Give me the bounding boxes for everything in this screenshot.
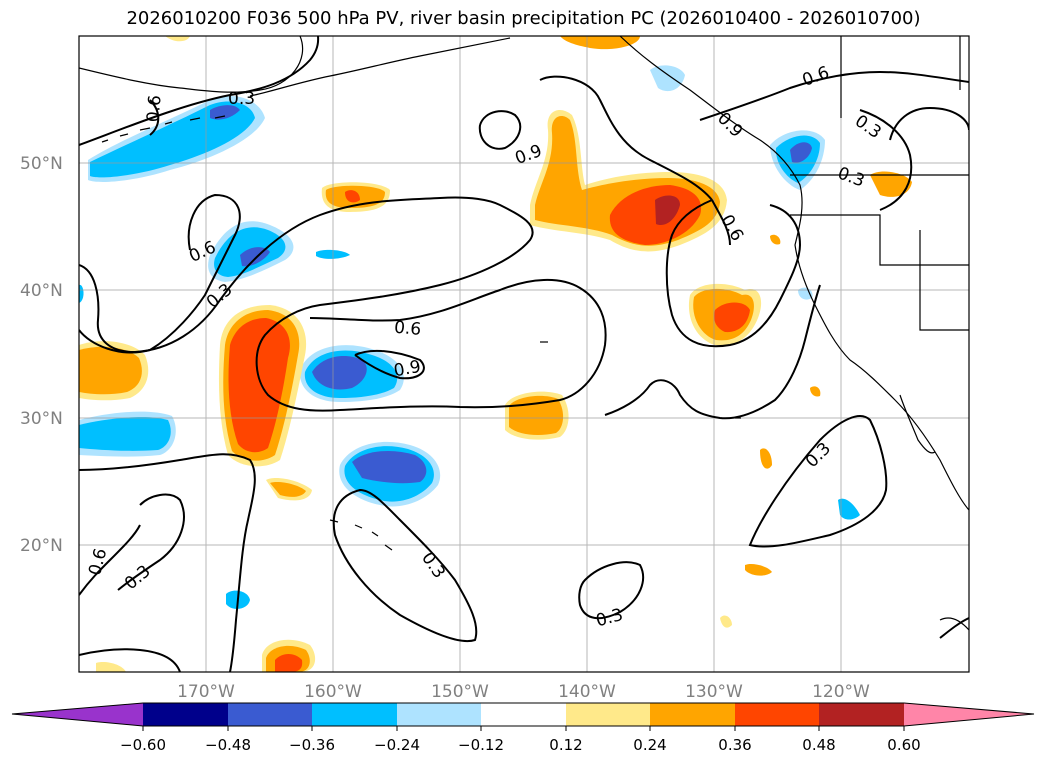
contour-03-north — [79, 36, 320, 146]
shade-aleutian — [90, 101, 255, 178]
contour-label: 0.6 — [393, 318, 422, 340]
contour-09-north — [478, 110, 522, 150]
contour-06-bottom-left — [79, 524, 181, 672]
shade-small-orange-2 — [760, 448, 772, 469]
colorbar-bin — [143, 703, 228, 726]
shade-small-orange-3 — [745, 563, 772, 576]
pv-contours — [79, 36, 969, 672]
lon-label: 120°W — [812, 682, 870, 702]
contour-06-ne — [665, 199, 802, 348]
colorbar-bin — [481, 703, 566, 726]
lon-labels: 170°W 160°W 150°W 140°W 130°W 120°W — [177, 682, 870, 702]
shade-aleutian-dark — [210, 105, 240, 120]
colorbar-tick-label: 0.60 — [887, 736, 920, 754]
contour-03-bottom-left — [117, 493, 185, 591]
shade-west-orange — [79, 346, 142, 395]
shade-top-orange2 — [165, 36, 190, 42]
shade-box-red — [345, 190, 360, 203]
lon-label: 160°W — [304, 682, 362, 702]
contour-03-bc — [859, 109, 913, 211]
shade-small-orange-1b — [270, 481, 306, 497]
colorbar-bin — [819, 703, 904, 726]
colorbar-bin — [312, 703, 397, 726]
shaded-regions — [79, 36, 912, 672]
map-frame — [78, 35, 970, 673]
colorbar-tick-label: −0.24 — [374, 736, 420, 754]
graticule — [79, 36, 969, 672]
shade-small-orange-5 — [720, 615, 732, 628]
map-plot-area: 0.3 0.6 0.9 0.6 0.3 0.9 0.6 0.6 0.9 0.6 … — [79, 36, 969, 672]
lon-label: 130°W — [685, 682, 743, 702]
colorbar-tick-label: 0.48 — [802, 736, 835, 754]
shade-pnw-orange — [870, 171, 912, 197]
shade-ne-pacific-red — [714, 302, 750, 333]
shade-small-orange-7 — [810, 386, 821, 397]
shade-gulf-blue — [650, 65, 685, 92]
lon-label: 170°W — [177, 682, 235, 702]
lat-label: 40°N — [20, 281, 63, 301]
colorbar: −0.60 −0.48 −0.36 −0.24 −0.12 0.12 0.24 … — [11, 702, 1035, 754]
state-border-1 — [790, 214, 969, 266]
colorbar-tick-label: −0.12 — [458, 736, 504, 754]
shade-central-red-core — [228, 318, 290, 453]
lon-label: 140°W — [558, 682, 616, 702]
colorbar-bin — [397, 703, 481, 726]
lat-labels: 50°N 40°N 30°N 20°N — [20, 154, 63, 556]
shade-west-30n — [79, 417, 171, 451]
colorbar-tick-label: −0.36 — [289, 736, 335, 754]
contour-big-ring — [79, 196, 607, 412]
colorbar-tick-label: 0.24 — [633, 736, 666, 754]
shade-west-edge-blue — [79, 284, 84, 303]
shade-se-blue — [838, 498, 860, 520]
aleutian-islands — [101, 115, 226, 143]
contour-label: 0.9 — [392, 357, 422, 381]
contour-top-ring — [539, 75, 731, 246]
shade-hawaii-blob-dark — [352, 450, 427, 484]
shade-small-orange-6 — [96, 662, 126, 672]
map-title: 2026010200 F036 500 hPa PV, river basin … — [126, 8, 921, 29]
shade-north-central-dark — [655, 195, 680, 226]
contour-06-pnw — [699, 70, 969, 121]
colorbar-max-extension — [904, 703, 1034, 726]
colorbar-ticks — [142, 726, 905, 731]
contour-03-center — [332, 488, 478, 642]
contour-03-mid — [79, 453, 256, 672]
alaska-coast — [79, 36, 511, 97]
colorbar-tick-label: 0.12 — [549, 736, 582, 754]
mexico-west-coast — [939, 617, 969, 631]
north-america-coast — [619, 36, 969, 511]
lat-label: 50°N — [20, 154, 63, 174]
baja-coast — [899, 394, 936, 454]
state-border-2 — [919, 230, 969, 331]
colorbar-min-extension — [12, 703, 143, 726]
colorbar-tick-label: 0.36 — [718, 736, 751, 754]
colorbar-tick-label: −0.48 — [205, 736, 251, 754]
contour-03-southeast — [578, 561, 645, 620]
colorbar-bin — [228, 703, 312, 726]
contour-06-aleutian-left — [149, 99, 160, 136]
lat-label: 20°N — [20, 536, 63, 556]
contour-bottom-right — [939, 617, 969, 639]
shade-small-orange-4 — [770, 234, 781, 245]
shade-pnw-blue-dark — [790, 142, 812, 163]
contour-03-east — [748, 415, 888, 548]
shade-top-orange — [560, 36, 640, 50]
lat-label: 30°N — [20, 409, 63, 429]
contour-06-pnw-2 — [889, 106, 969, 141]
contour-mid-east — [604, 284, 821, 420]
shade-central-blob-dark — [312, 356, 367, 390]
contour-09-central — [354, 349, 425, 380]
lon-label: 150°W — [431, 682, 489, 702]
shade-bottom-red-core — [275, 654, 303, 672]
colorbar-bin — [566, 703, 650, 726]
colorbar-tick-label: −0.60 — [120, 736, 166, 754]
contour-label: 0.3 — [228, 89, 255, 109]
contour-label: 0.6 — [143, 94, 165, 123]
colorbar-bin — [735, 703, 819, 726]
colorbar-bin — [650, 703, 735, 726]
coastlines — [79, 36, 969, 631]
